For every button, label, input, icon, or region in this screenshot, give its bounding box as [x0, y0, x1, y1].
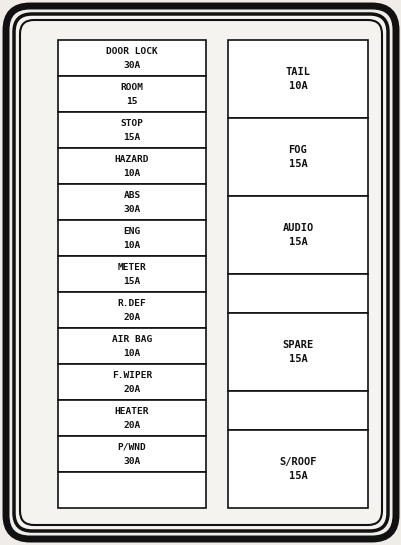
Bar: [227, 391, 367, 430]
Text: R.DEF: R.DEF: [117, 299, 146, 307]
Text: 20A: 20A: [123, 385, 140, 393]
Text: FOG: FOG: [288, 145, 307, 155]
Text: P/WND: P/WND: [117, 443, 146, 451]
Bar: [58, 364, 205, 400]
Bar: [58, 112, 205, 148]
Bar: [58, 76, 205, 112]
Bar: [58, 220, 205, 256]
Text: HAZARD: HAZARD: [114, 154, 149, 164]
Text: 20A: 20A: [123, 421, 140, 429]
Text: HEATER: HEATER: [114, 407, 149, 415]
Text: 10A: 10A: [123, 240, 140, 250]
Text: 15A: 15A: [288, 159, 307, 169]
Text: 15A: 15A: [123, 132, 140, 142]
Bar: [58, 292, 205, 328]
Text: 30A: 30A: [123, 204, 140, 214]
Bar: [58, 184, 205, 220]
Bar: [58, 148, 205, 184]
Text: ROOM: ROOM: [120, 82, 143, 92]
Bar: [58, 256, 205, 292]
Text: 10A: 10A: [288, 81, 307, 91]
FancyBboxPatch shape: [6, 6, 395, 539]
Bar: [227, 313, 367, 391]
FancyBboxPatch shape: [14, 14, 387, 531]
Text: ABS: ABS: [123, 191, 140, 199]
Text: 15: 15: [126, 96, 138, 106]
Bar: [227, 274, 367, 313]
Text: METER: METER: [117, 263, 146, 271]
Text: 10A: 10A: [123, 168, 140, 178]
Text: 10A: 10A: [123, 348, 140, 358]
Text: 15A: 15A: [288, 471, 307, 481]
Text: 15A: 15A: [288, 354, 307, 364]
Text: 20A: 20A: [123, 312, 140, 322]
Bar: [58, 472, 205, 508]
Text: 15A: 15A: [123, 276, 140, 286]
Bar: [58, 328, 205, 364]
Text: F.WIPER: F.WIPER: [111, 371, 152, 379]
Text: 30A: 30A: [123, 457, 140, 465]
Text: STOP: STOP: [120, 118, 143, 128]
Text: 15A: 15A: [288, 237, 307, 247]
Text: DOOR LOCK: DOOR LOCK: [106, 46, 158, 56]
Bar: [58, 40, 205, 76]
Text: AUDIO: AUDIO: [282, 223, 313, 233]
Bar: [227, 118, 367, 196]
Bar: [227, 430, 367, 508]
Text: S/ROOF: S/ROOF: [279, 457, 316, 467]
Bar: [58, 436, 205, 472]
Bar: [227, 40, 367, 118]
FancyBboxPatch shape: [20, 20, 381, 525]
Bar: [58, 400, 205, 436]
Text: TAIL: TAIL: [285, 67, 310, 77]
Text: AIR BAG: AIR BAG: [111, 335, 152, 343]
Text: ENG: ENG: [123, 227, 140, 235]
Bar: [227, 196, 367, 274]
Text: SPARE: SPARE: [282, 340, 313, 350]
Text: 30A: 30A: [123, 60, 140, 70]
